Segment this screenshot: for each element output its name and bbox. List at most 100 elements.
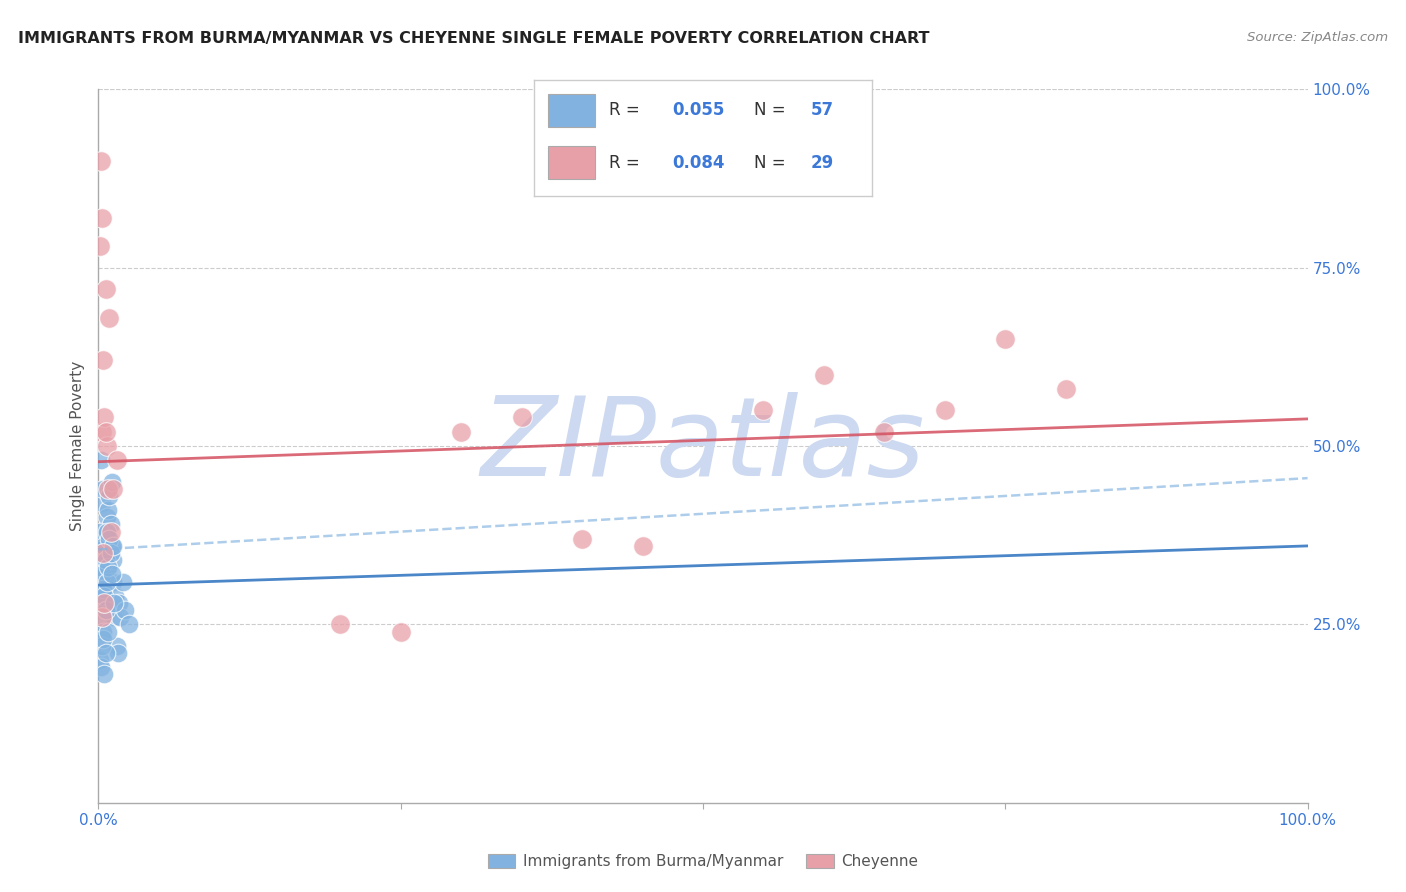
Point [94,524,117,539]
Point [89,239,111,253]
Point [101,553,124,567]
Point [97,560,120,574]
Point [94,282,117,296]
Point [100,517,122,532]
Point [98,532,121,546]
Point [100,475,122,489]
Text: 57: 57 [811,102,834,120]
Text: IMMIGRANTS FROM BURMA/MYANMAR VS CHEYENNE SINGLE FEMALE POVERTY CORRELATION CHAR: IMMIGRANTS FROM BURMA/MYANMAR VS CHEYENN… [18,31,929,46]
Point [101,482,124,496]
Point [90,546,112,560]
Point [91,539,114,553]
Point [93,567,115,582]
Point [97,603,120,617]
Point [91,610,114,624]
Text: N =: N = [754,102,790,120]
Point [873,425,896,439]
Point [100,567,122,582]
Point [934,403,956,417]
Point [96,546,118,560]
Text: ZIPatlas: ZIPatlas [481,392,925,500]
Point [93,589,115,603]
Point [91,632,114,646]
Point [93,532,115,546]
Point [90,660,112,674]
Point [91,639,114,653]
Point [571,532,593,546]
Text: R =: R = [609,102,644,120]
Point [91,353,114,368]
Point [91,211,114,225]
Point [98,310,121,325]
Point [94,425,117,439]
Point [91,582,114,596]
Point [93,596,115,610]
Point [96,524,118,539]
Point [94,553,117,567]
Point [752,403,775,417]
Point [91,546,114,560]
Point [97,624,120,639]
Text: 0.084: 0.084 [672,153,725,171]
Legend: Immigrants from Burma/Myanmar, Cheyenne: Immigrants from Burma/Myanmar, Cheyenne [482,848,924,875]
Point [450,425,472,439]
Point [107,646,129,660]
Point [91,425,114,439]
Point [94,646,117,660]
Point [93,667,115,681]
Point [100,524,122,539]
Point [94,603,117,617]
Point [105,453,128,467]
Point [97,503,120,517]
FancyBboxPatch shape [548,146,595,178]
Point [100,539,122,553]
Point [96,510,118,524]
Text: Source: ZipAtlas.com: Source: ZipAtlas.com [1247,31,1388,45]
Point [389,624,412,639]
Text: 0.055: 0.055 [672,102,725,120]
Point [114,603,136,617]
Point [96,439,118,453]
Point [105,639,128,653]
Point [91,582,114,596]
Point [98,489,121,503]
Point [111,574,134,589]
Point [89,560,111,574]
Point [108,610,131,624]
Point [631,539,654,553]
Point [1054,382,1077,396]
Text: R =: R = [609,153,644,171]
Point [510,410,533,425]
Point [91,610,114,624]
Point [93,410,115,425]
Point [98,560,121,574]
Point [103,610,125,624]
Point [91,624,114,639]
Text: N =: N = [754,153,790,171]
Point [994,332,1017,346]
Point [91,567,114,582]
Point [93,539,115,553]
Y-axis label: Single Female Poverty: Single Female Poverty [70,361,86,531]
Point [108,596,131,610]
Point [91,482,114,496]
Point [101,539,124,553]
Point [104,589,127,603]
Point [813,368,835,382]
Point [94,589,117,603]
Point [103,596,125,610]
Point [96,574,118,589]
Point [91,496,114,510]
Point [90,453,112,467]
Point [101,574,124,589]
Point [118,617,141,632]
Point [90,153,112,168]
FancyBboxPatch shape [548,95,595,127]
Point [97,482,120,496]
Point [100,596,122,610]
Point [329,617,352,632]
Text: 29: 29 [811,153,834,171]
Point [100,546,122,560]
Point [89,524,111,539]
Point [89,653,111,667]
